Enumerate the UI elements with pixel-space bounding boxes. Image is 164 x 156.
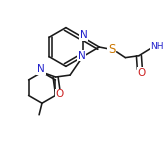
Text: O: O — [55, 90, 64, 100]
Text: S: S — [108, 43, 115, 56]
Text: NH: NH — [151, 41, 164, 51]
Text: N: N — [78, 51, 86, 61]
Text: N: N — [37, 64, 45, 74]
Text: O: O — [138, 68, 146, 78]
Text: N: N — [80, 30, 88, 40]
